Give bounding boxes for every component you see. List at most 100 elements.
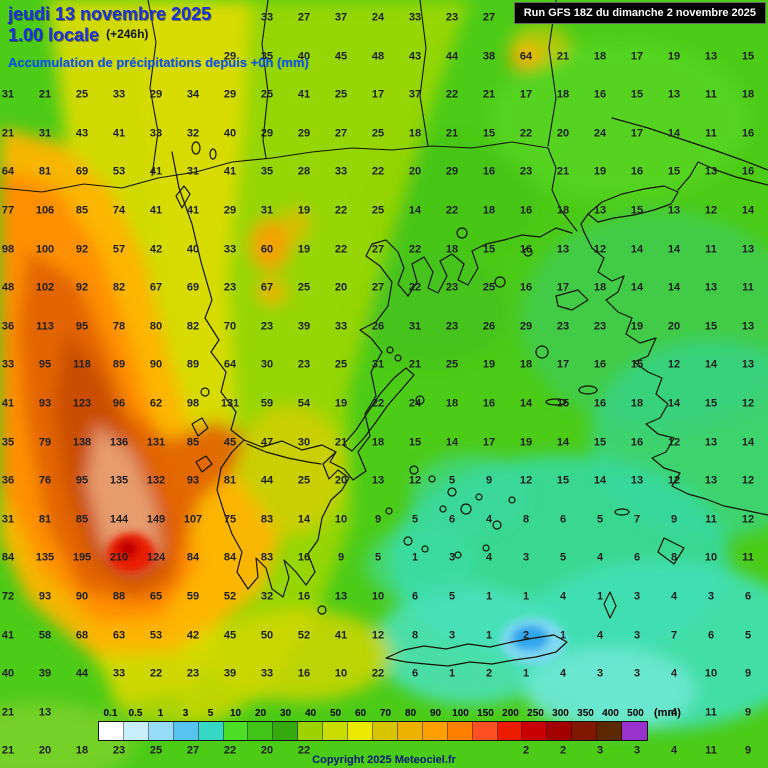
precip-value: 4 bbox=[670, 590, 678, 603]
legend-color-swatch bbox=[372, 722, 398, 740]
precip-value: 16 bbox=[519, 281, 533, 294]
precip-value: 13 bbox=[704, 281, 718, 294]
legend-color-swatch bbox=[273, 722, 299, 740]
precip-value: 33 bbox=[1, 358, 15, 371]
precip-value: 83 bbox=[260, 551, 274, 564]
precip-value: 132 bbox=[146, 474, 166, 487]
precip-value: 5 bbox=[596, 513, 604, 526]
precip-value: 19 bbox=[297, 243, 311, 256]
legend: 0.1 0.5 1 3 5 10 20 30 40 50 60 70 80 90 100 150 200 250 3… bbox=[98, 706, 681, 741]
precip-value: 8 bbox=[522, 513, 530, 526]
precip-value: 31 bbox=[408, 320, 422, 333]
precip-value: 19 bbox=[630, 320, 644, 333]
precip-value: 16 bbox=[297, 590, 311, 603]
precip-value: 48 bbox=[371, 50, 385, 63]
precip-value: 22 bbox=[371, 165, 385, 178]
precip-value: 15 bbox=[704, 397, 718, 410]
precip-value: 76 bbox=[38, 474, 52, 487]
precip-value: 7 bbox=[633, 513, 641, 526]
precip-value: 52 bbox=[297, 629, 311, 642]
precip-value: 84 bbox=[223, 551, 237, 564]
precip-value: 131 bbox=[146, 436, 166, 449]
precip-value: 35 bbox=[260, 50, 274, 63]
precip-value: 15 bbox=[593, 436, 607, 449]
precip-value: 20 bbox=[408, 165, 422, 178]
precip-value: 35 bbox=[260, 165, 274, 178]
precip-value: 29 bbox=[223, 88, 237, 101]
precip-value: 19 bbox=[667, 50, 681, 63]
precip-value: 10 bbox=[334, 513, 348, 526]
precip-value: 11 bbox=[705, 744, 717, 757]
precip-value: 36 bbox=[1, 320, 15, 333]
island-euboea bbox=[342, 367, 415, 452]
precip-value: 3 bbox=[633, 629, 641, 642]
precip-value: 29 bbox=[260, 127, 274, 140]
precip-value: 65 bbox=[149, 590, 163, 603]
precip-value: 15 bbox=[667, 165, 681, 178]
legend-value-label: 5 bbox=[207, 707, 214, 719]
precip-value: 41 bbox=[1, 397, 15, 410]
islands bbox=[175, 185, 685, 619]
precip-value: 33 bbox=[112, 88, 126, 101]
precip-value: 39 bbox=[38, 667, 52, 680]
precip-value: 24 bbox=[408, 397, 422, 410]
precip-value: 40 bbox=[223, 127, 237, 140]
precip-value: 23 bbox=[260, 320, 274, 333]
precip-value: 96 bbox=[112, 397, 126, 410]
precip-value: 29 bbox=[297, 127, 311, 140]
precip-value: 68 bbox=[75, 629, 89, 642]
precip-value: 25 bbox=[445, 358, 459, 371]
precip-value: 25 bbox=[149, 744, 163, 757]
precip-value: 26 bbox=[371, 320, 385, 333]
precip-value: 33 bbox=[149, 127, 163, 140]
precip-value: 27 bbox=[371, 243, 385, 256]
precip-value: 17 bbox=[519, 88, 533, 101]
precip-value: 45 bbox=[223, 629, 237, 642]
precip-value: 16 bbox=[297, 551, 311, 564]
legend-value-label: 20 bbox=[254, 707, 267, 719]
precip-value: 18 bbox=[556, 88, 570, 101]
precip-value: 13 bbox=[556, 243, 570, 256]
precip-value: 39 bbox=[297, 320, 311, 333]
precip-value: 18 bbox=[519, 358, 533, 371]
precip-value: 31 bbox=[38, 127, 52, 140]
precip-value: 4 bbox=[485, 513, 493, 526]
precip-value: 26 bbox=[482, 320, 496, 333]
precip-value: 23 bbox=[112, 744, 126, 757]
legend-unit-label: (mm) bbox=[654, 707, 681, 719]
precip-value: 22 bbox=[334, 243, 348, 256]
precip-value: 23 bbox=[223, 281, 237, 294]
precip-value: 64 bbox=[223, 358, 237, 371]
precip-value: 1 bbox=[485, 590, 493, 603]
precip-value: 11 bbox=[705, 88, 717, 101]
precip-value: 22 bbox=[445, 204, 459, 217]
precip-value: 4 bbox=[670, 706, 678, 719]
precip-value: 149 bbox=[146, 513, 166, 526]
precip-value: 16 bbox=[741, 165, 755, 178]
precip-value: 82 bbox=[112, 281, 126, 294]
precip-value: 1 bbox=[522, 590, 530, 603]
precip-value: 64 bbox=[1, 165, 15, 178]
precip-value: 6 bbox=[744, 590, 752, 603]
precip-value: 14 bbox=[667, 281, 681, 294]
precip-value: 75 bbox=[223, 513, 237, 526]
precip-value: 40 bbox=[297, 50, 311, 63]
precip-value: 15 bbox=[630, 358, 644, 371]
precip-value: 83 bbox=[260, 513, 274, 526]
precip-value: 25 bbox=[334, 88, 348, 101]
precip-value: 50 bbox=[260, 629, 274, 642]
precip-value: 18 bbox=[593, 281, 607, 294]
precip-value: 21 bbox=[1, 127, 15, 140]
precip-value: 31 bbox=[260, 204, 274, 217]
precip-value: 6 bbox=[559, 513, 567, 526]
legend-value-label: 30 bbox=[279, 707, 292, 719]
coastline-greece-mainland bbox=[171, 151, 573, 481]
precip-value: 43 bbox=[408, 50, 422, 63]
legend-value-label: 0.1 bbox=[103, 707, 118, 719]
legend-color-swatch bbox=[547, 722, 573, 740]
precip-value: 9 bbox=[485, 474, 493, 487]
map-parameter-subtitle: Accumulation de précipitations depuis +0… bbox=[8, 55, 309, 71]
precip-value: 57 bbox=[112, 243, 126, 256]
